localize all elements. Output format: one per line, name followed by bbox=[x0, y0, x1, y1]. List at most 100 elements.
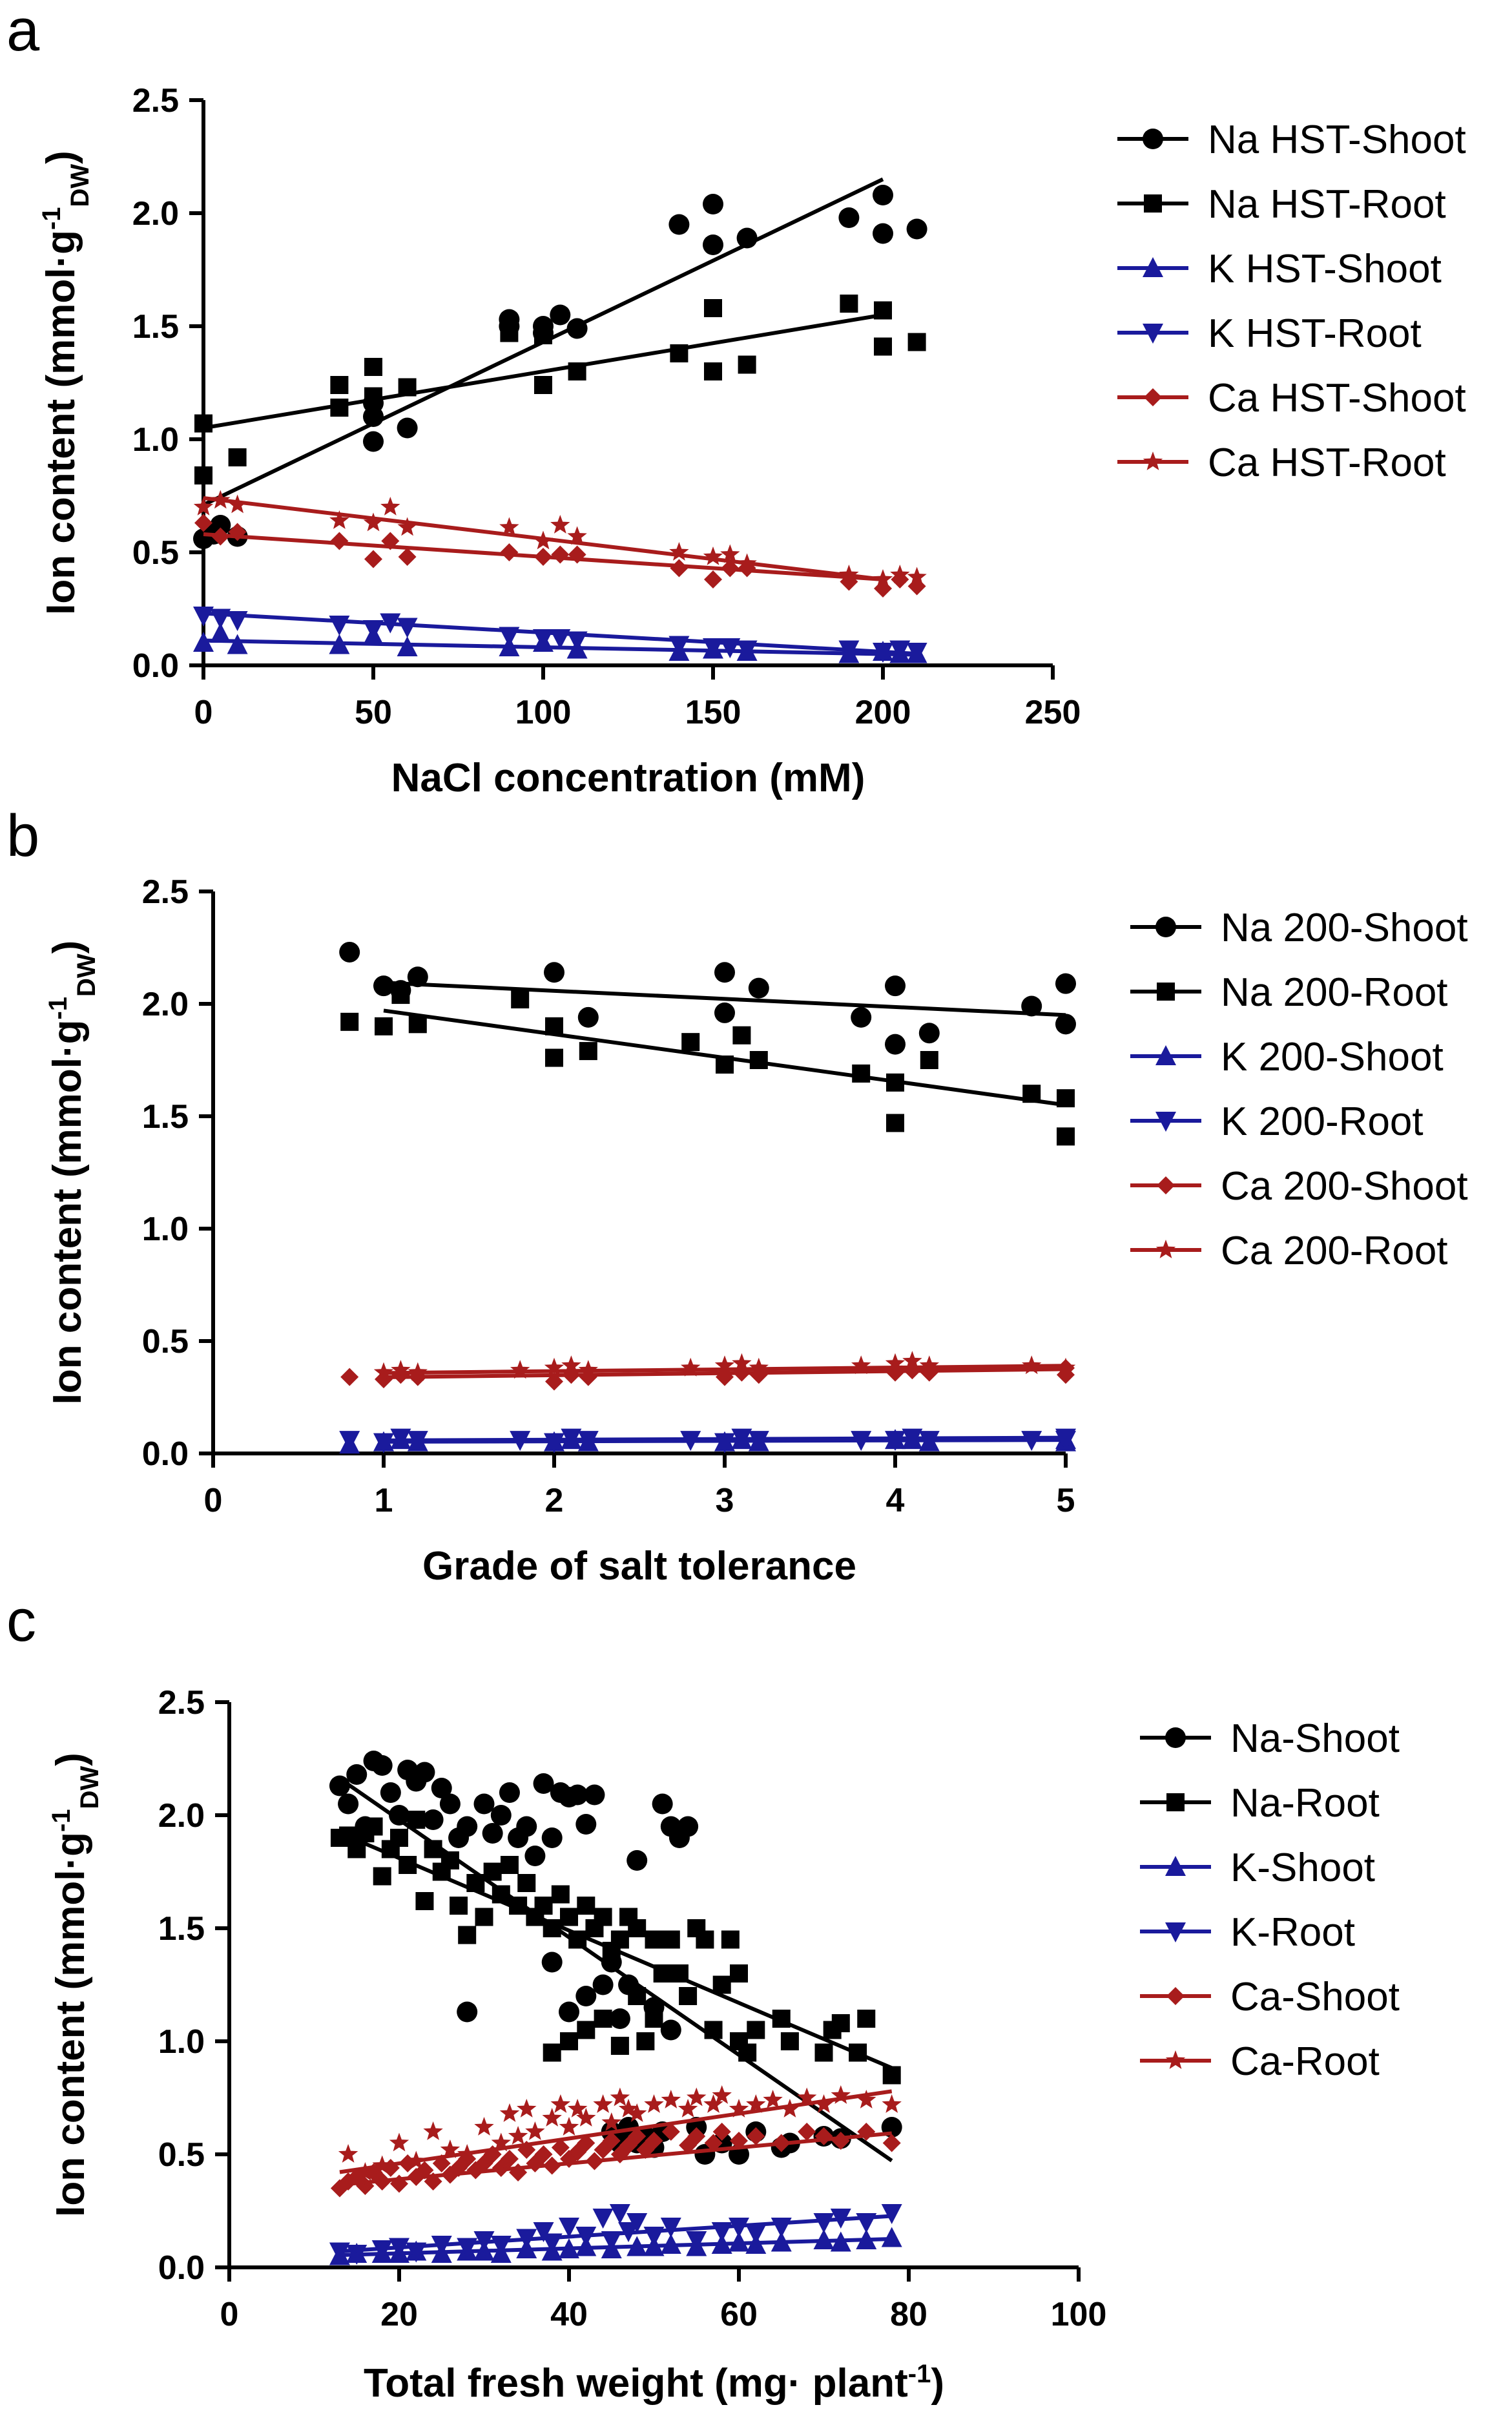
series-k-root bbox=[329, 2204, 902, 2265]
legend: Na HST-Shoot Na HST-Root K HST-Shoot K HST-… bbox=[1117, 118, 1466, 485]
x-tick-label: 1 bbox=[375, 1482, 393, 1519]
data-point bbox=[474, 2117, 494, 2136]
legend-label: K-Shoot bbox=[1230, 1846, 1375, 1890]
data-point bbox=[729, 2099, 749, 2118]
data-point bbox=[380, 497, 400, 515]
data-point bbox=[857, 2010, 876, 2028]
data-point bbox=[720, 544, 740, 563]
legend-marker bbox=[1166, 1793, 1185, 1811]
data-point bbox=[714, 1002, 735, 1023]
data-point bbox=[534, 1897, 553, 1915]
data-point bbox=[499, 517, 519, 536]
legend-item: Na-Shoot bbox=[1140, 1716, 1400, 1761]
legend-marker bbox=[1165, 1856, 1186, 1876]
regression-line bbox=[203, 532, 884, 581]
data-point bbox=[567, 1784, 588, 1806]
data-point bbox=[1055, 1014, 1076, 1035]
data-point bbox=[704, 2021, 723, 2039]
data-point bbox=[746, 2094, 766, 2113]
data-point bbox=[592, 2209, 614, 2229]
data-point bbox=[601, 2112, 621, 2131]
data-point bbox=[534, 2145, 553, 2163]
y-tick-label: 2.5 bbox=[142, 873, 189, 911]
legend-item: Na HST-Shoot bbox=[1117, 118, 1466, 162]
data-point bbox=[577, 2021, 595, 2039]
data-point bbox=[907, 567, 927, 586]
data-point bbox=[874, 337, 892, 356]
data-point bbox=[838, 207, 860, 228]
data-point bbox=[610, 2037, 629, 2055]
data-point bbox=[661, 1930, 680, 1949]
data-point bbox=[210, 623, 231, 643]
data-point bbox=[525, 2121, 545, 2140]
data-point bbox=[483, 1862, 502, 1881]
data-point bbox=[738, 355, 756, 374]
data-point bbox=[541, 1951, 563, 1973]
data-point bbox=[714, 962, 735, 983]
legend-label: Ca HST-Root bbox=[1208, 441, 1446, 485]
data-point bbox=[227, 634, 248, 654]
legend-item: K-Shoot bbox=[1140, 1846, 1375, 1890]
data-point bbox=[670, 559, 689, 578]
data-point bbox=[457, 1816, 478, 1837]
data-point bbox=[364, 550, 382, 568]
data-point bbox=[439, 1793, 461, 1815]
legend-label: Ca 200-Root bbox=[1221, 1229, 1448, 1273]
data-point bbox=[669, 542, 689, 561]
legend-marker bbox=[1155, 917, 1176, 937]
x-axis-title: NaCl concentration (mM) bbox=[391, 756, 865, 800]
data-point bbox=[544, 962, 564, 983]
data-point bbox=[422, 1809, 444, 1830]
data-point bbox=[550, 2094, 571, 2113]
y-tick-label: 0.5 bbox=[158, 2136, 205, 2174]
data-point bbox=[668, 214, 690, 235]
data-point bbox=[380, 1782, 401, 1803]
y-tick-label: 2.5 bbox=[132, 82, 179, 120]
x-tick-label: 4 bbox=[886, 1482, 905, 1519]
y-tick-label: 2.0 bbox=[132, 195, 179, 233]
data-point bbox=[1021, 995, 1042, 1017]
data-point bbox=[457, 2001, 478, 2023]
data-point bbox=[856, 2090, 876, 2108]
data-point bbox=[628, 1987, 647, 2005]
data-point bbox=[678, 2099, 698, 2118]
y-tick-label: 0.0 bbox=[158, 2249, 205, 2287]
data-point bbox=[704, 362, 722, 380]
data-point bbox=[703, 546, 723, 565]
data-point bbox=[602, 2132, 621, 2150]
x-tick-label: 40 bbox=[550, 2296, 588, 2333]
data-point bbox=[551, 545, 570, 564]
data-point bbox=[714, 1355, 735, 1375]
data-point bbox=[681, 1033, 700, 1052]
data-point bbox=[704, 2134, 723, 2152]
legend-item: K 200-Root bbox=[1130, 1099, 1424, 1144]
data-point bbox=[628, 2127, 647, 2145]
x-tick-label: 0 bbox=[204, 1482, 223, 1519]
data-point bbox=[407, 1811, 426, 1829]
data-point bbox=[1055, 973, 1076, 994]
data-point bbox=[391, 1360, 411, 1379]
data-point bbox=[627, 2213, 648, 2233]
y-tick-label: 1.5 bbox=[158, 1910, 205, 1948]
data-point bbox=[330, 376, 349, 394]
x-tick-label: 0 bbox=[220, 2296, 239, 2333]
data-point bbox=[397, 618, 418, 638]
data-point bbox=[517, 1874, 536, 1892]
data-point bbox=[193, 607, 214, 627]
data-point bbox=[813, 2213, 834, 2233]
y-tick-label: 0.0 bbox=[142, 1435, 189, 1473]
y-axis-title: Ion content (mmol·g-1DW) bbox=[37, 151, 94, 615]
regression-line bbox=[383, 1435, 1066, 1442]
legend-label: K HST-Root bbox=[1208, 311, 1422, 356]
data-point bbox=[534, 326, 552, 344]
data-point bbox=[712, 2085, 732, 2104]
data-point bbox=[550, 515, 570, 534]
panel-c: c 0 20 40 60 80 100 0.0 0.5 1.0 1.5 2.0 2.5 Total fre… bbox=[6, 1588, 1400, 2406]
data-point bbox=[840, 295, 858, 313]
data-point bbox=[610, 2087, 630, 2107]
data-point bbox=[703, 2094, 723, 2113]
data-point bbox=[627, 1850, 648, 1871]
y-tick-label: 1.0 bbox=[132, 421, 179, 459]
legend-item: K-Root bbox=[1140, 1910, 1355, 1955]
data-point bbox=[918, 1023, 940, 1044]
